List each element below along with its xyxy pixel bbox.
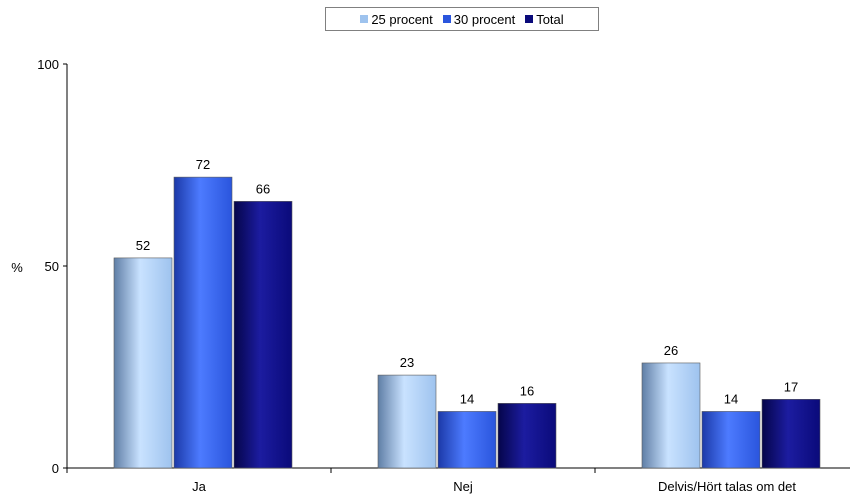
data-label-30-procent-ja: 72 [196,157,210,172]
x-tick-label-nej: Nej [453,479,473,494]
y-tick-label-0: 0 [52,461,59,476]
bar-25-procent-ja [113,257,173,469]
bar-30-procent-delvis-h-rt-talas-om-det [701,411,761,469]
bar-total-ja [233,201,293,469]
data-label-total-delvis-h-rt-talas-om-det: 17 [784,379,798,394]
legend-swatch-30-procent [442,15,451,23]
legend-label-30-procent: 30 procent [453,11,516,27]
bar-25-procent-nej [377,374,437,469]
axes: 0 50 100 Ja Nej Delvis/Hört talas om det [37,57,850,494]
data-label-25-procent-ja: 52 [136,238,150,253]
x-tick-label-delvis-h-rt-talas-om-det: Delvis/Hört talas om det [658,479,796,494]
x-tick-label-ja: Ja [192,479,207,494]
data-labels: 52 23 26 72 14 14 66 16 17 [136,157,798,406]
data-label-total-nej: 16 [520,383,534,398]
legend-item-25-procent: 25 procent [360,11,433,27]
bar-total-nej [497,403,557,469]
data-label-30-procent-delvis-h-rt-talas-om-det: 14 [724,391,738,406]
data-label-25-procent-nej: 23 [400,355,414,370]
legend-swatch-25-procent [360,15,369,23]
y-tick-label-50: 50 [45,259,59,274]
legend-swatch-total [525,15,534,23]
y-tick-label-100: 100 [37,57,59,72]
bar-30-procent-ja [173,176,233,469]
bars [113,176,821,469]
data-label-25-procent-delvis-h-rt-talas-om-det: 26 [664,343,678,358]
legend-item-30-procent: 30 procent [442,11,516,27]
data-label-total-ja: 66 [256,181,270,196]
legend: 25 procent 30 procent Total [325,7,599,31]
y-axis-label: % [11,260,23,275]
bar-total-delvis-h-rt-talas-om-det [761,399,821,469]
data-label-30-procent-nej: 14 [460,391,474,406]
legend-label-25-procent: 25 procent [371,11,433,27]
bar-30-procent-nej [437,411,497,469]
legend-item-total: Total [525,11,564,27]
bar-25-procent-delvis-h-rt-talas-om-det [641,362,701,469]
legend-label-total: Total [536,11,564,27]
